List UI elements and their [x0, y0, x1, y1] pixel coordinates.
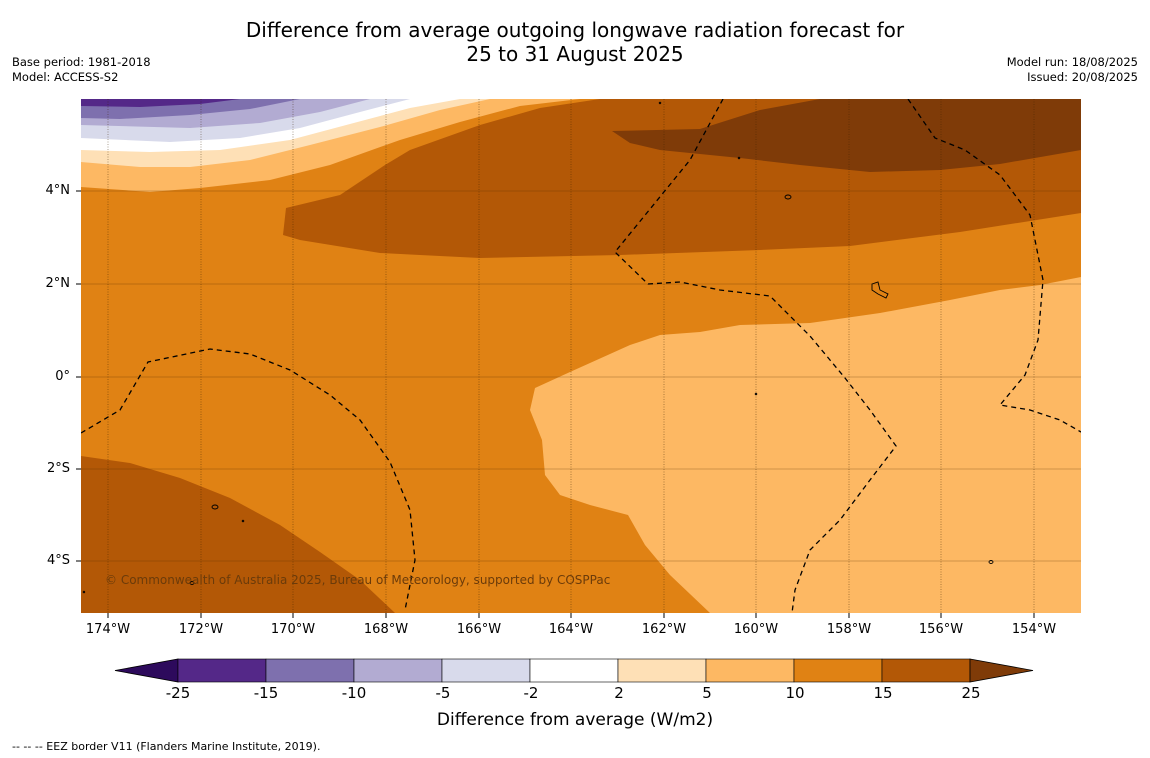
colorbar-segment: [881, 658, 971, 683]
meridian-lines: [107, 99, 1035, 613]
islands: [82, 101, 994, 594]
lon-label-166w: 166°W: [456, 622, 502, 637]
lon-label-172w: 172°W: [178, 622, 224, 637]
model-run: Model run: 18/08/2025: [1006, 55, 1138, 69]
colorbar-arrow-low: [114, 658, 179, 683]
grid-lines: [81, 190, 1081, 562]
lon-label-154w: 154°W: [1011, 622, 1057, 637]
lat-label-4n: 4°N: [45, 183, 71, 198]
lon-label-170w: 170°W: [270, 622, 316, 637]
map-fields: [81, 99, 1081, 613]
axis-ticks: [76, 190, 1035, 618]
colorbar-tick-label: -2: [523, 684, 539, 702]
colorbar-segment: [705, 658, 795, 683]
title-line-2: 25 to 31 August 2025: [466, 42, 684, 66]
meta-left: Base period: 1981-2018 Model: ACCESS-S2: [12, 55, 151, 85]
colorbar-segment: [529, 658, 619, 683]
lon-label-164w: 164°W: [548, 622, 594, 637]
map-title: Difference from average outgoing longwav…: [0, 18, 1150, 66]
colorbar-title: Difference from average (W/m2): [436, 710, 714, 730]
colorbar-segment: [265, 658, 355, 683]
field-15-25-southwest: [81, 456, 395, 613]
colorbar-segment: [353, 658, 443, 683]
colorbar-tick-label: 10: [785, 684, 805, 702]
eez-borders: [81, 99, 1081, 613]
colorbar-segment: [793, 658, 883, 683]
field-5-10-southeast: [530, 277, 1081, 613]
issued-date: Issued: 20/08/2025: [1027, 70, 1138, 84]
base-period: Base period: 1981-2018: [12, 55, 151, 69]
lon-label-162w: 162°W: [641, 622, 687, 637]
lat-label-0: 0°: [55, 369, 70, 384]
colorbar-tick-label: 5: [702, 684, 712, 702]
colorbar-tick-label: 2: [614, 684, 624, 702]
lon-label-156w: 156°W: [918, 622, 964, 637]
colorbar-segment: [617, 658, 707, 683]
colorbar-arrow-high: [969, 658, 1034, 683]
copyright-notice: © Commonwealth of Australia 2025, Bureau…: [105, 573, 611, 587]
title-line-1: Difference from average outgoing longwav…: [245, 18, 905, 42]
eez-footnote: -- -- -- EEZ border V11 (Flanders Marine…: [12, 740, 321, 753]
lon-label-168w: 168°W: [363, 622, 409, 637]
field-minus25-minus15: [81, 99, 240, 107]
colorbar-segment: [441, 658, 531, 683]
colorbar-tick-label: 15: [873, 684, 893, 702]
lat-label-4s: 4°S: [46, 553, 70, 568]
colorbar-tick-label: -15: [253, 684, 279, 702]
colorbar-tick-label: 25: [961, 684, 981, 702]
lat-label-2s: 2°S: [46, 461, 70, 476]
model-name: Model: ACCESS-S2: [12, 70, 119, 84]
colorbar: [114, 658, 1034, 683]
lat-label-2n: 2°N: [45, 276, 71, 291]
colorbar-tick-label: -25: [165, 684, 191, 702]
colorbar-segment: [177, 658, 267, 683]
colorbar-tick-label: -10: [341, 684, 367, 702]
colorbar-tick-label: -5: [435, 684, 451, 702]
field-over-25: [612, 99, 1081, 172]
lon-label-174w: 174°W: [85, 622, 131, 637]
lon-label-158w: 158°W: [826, 622, 872, 637]
lon-label-160w: 160°W: [733, 622, 779, 637]
meta-right: Model run: 18/08/2025 Issued: 20/08/2025: [1007, 55, 1138, 85]
